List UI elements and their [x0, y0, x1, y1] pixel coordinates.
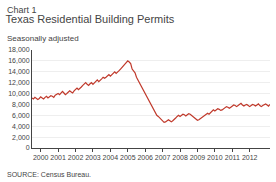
svg-text:Seasonally adjusted: Seasonally adjusted	[7, 34, 79, 43]
svg-text:10,000: 10,000	[8, 90, 30, 97]
svg-text:2006: 2006	[137, 154, 153, 161]
svg-text:SOURCE: Census Bureau.: SOURCE: Census Bureau.	[7, 171, 91, 178]
svg-text:2009: 2009	[190, 154, 206, 161]
svg-text:4,000: 4,000	[12, 123, 30, 130]
svg-text:2001: 2001	[50, 154, 66, 161]
svg-text:Chart 1: Chart 1	[7, 5, 37, 15]
svg-text:2012: 2012	[242, 154, 258, 161]
svg-text:Texas Residential Building Per: Texas Residential Building Permits	[6, 13, 175, 25]
svg-text:0: 0	[26, 144, 30, 151]
svg-text:2007: 2007	[155, 154, 171, 161]
svg-text:2008: 2008	[172, 154, 188, 161]
svg-text:16,000: 16,000	[8, 57, 30, 64]
svg-text:2000: 2000	[33, 154, 49, 161]
svg-text:2011: 2011	[225, 154, 240, 161]
svg-text:2,000: 2,000	[12, 134, 30, 141]
svg-text:2002: 2002	[68, 154, 84, 161]
svg-text:12,000: 12,000	[8, 79, 30, 86]
svg-text:2010: 2010	[207, 154, 223, 161]
svg-text:8,000: 8,000	[12, 101, 30, 108]
svg-text:2003: 2003	[85, 154, 101, 161]
svg-text:2005: 2005	[120, 154, 136, 161]
svg-text:14,000: 14,000	[8, 68, 30, 75]
svg-text:6,000: 6,000	[12, 112, 30, 119]
svg-text:2004: 2004	[103, 154, 119, 161]
svg-text:18,000: 18,000	[8, 46, 30, 53]
